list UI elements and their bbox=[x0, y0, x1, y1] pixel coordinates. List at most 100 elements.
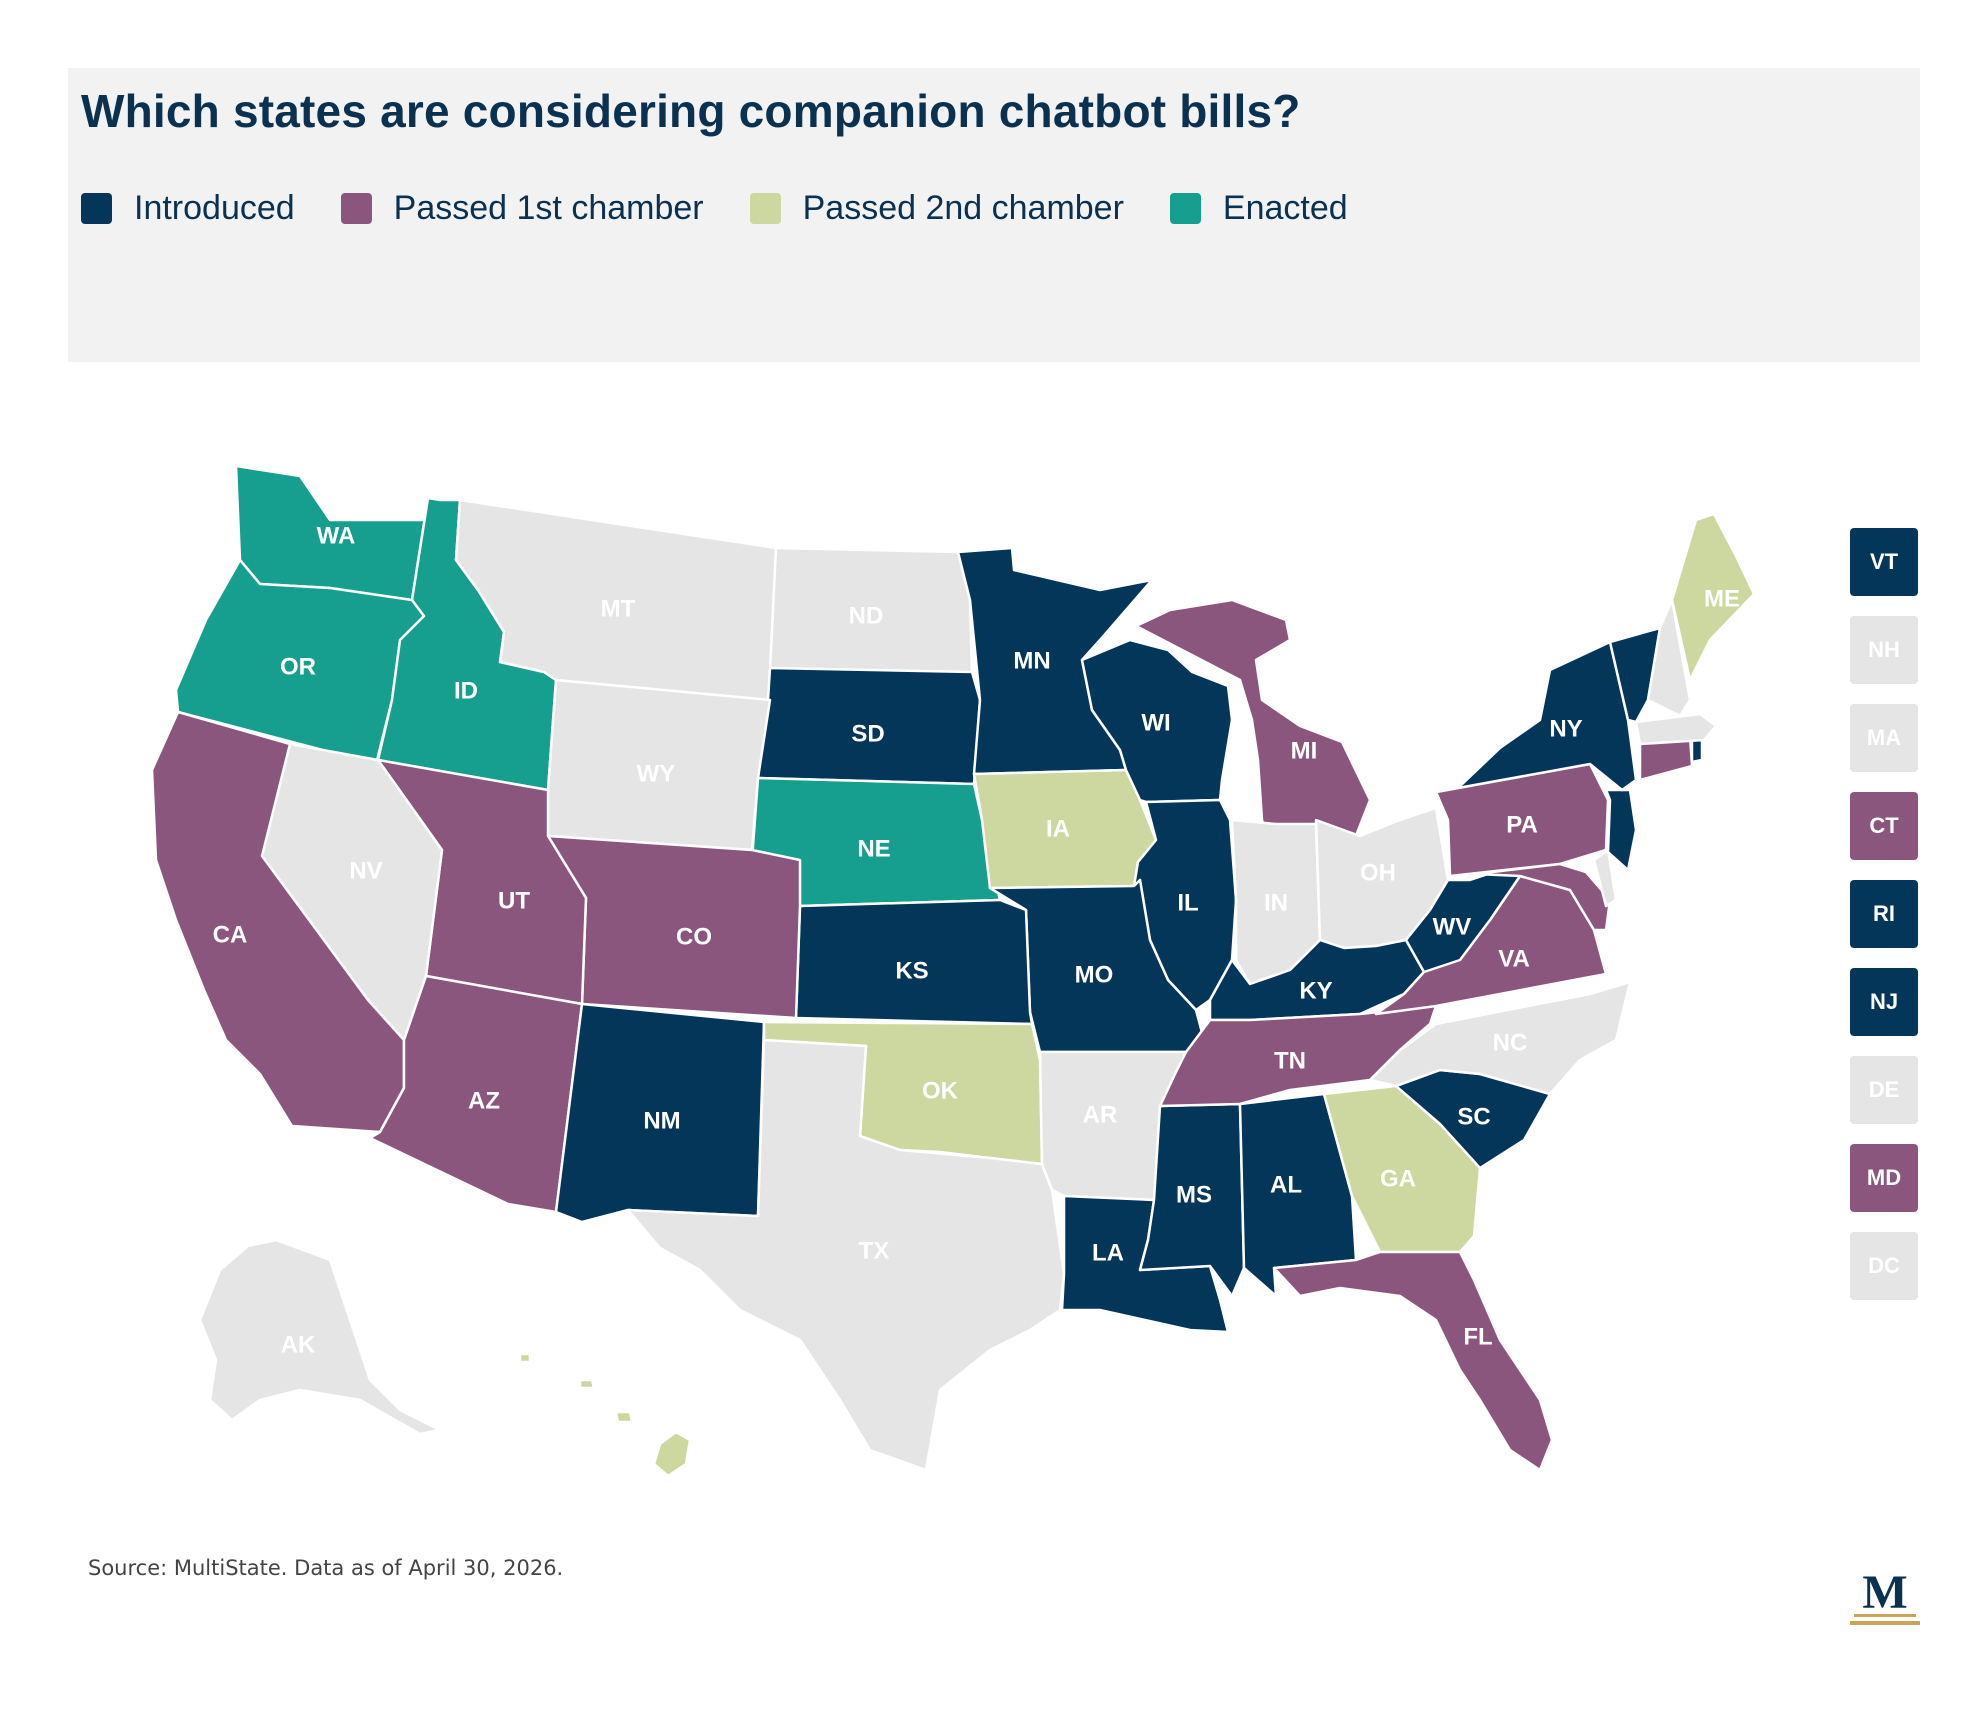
state-label-sd: SD bbox=[851, 720, 884, 747]
header-panel bbox=[68, 68, 1920, 362]
state-label-wi: WI bbox=[1141, 709, 1170, 736]
state-il bbox=[1132, 798, 1238, 1012]
state-nd bbox=[768, 546, 974, 678]
state-ky bbox=[1208, 938, 1426, 1022]
state-va bbox=[1374, 874, 1608, 1016]
legend-swatch bbox=[1169, 192, 1201, 224]
legend-item-enacted: Enacted bbox=[1169, 188, 1348, 228]
state-label-ia: IA bbox=[1046, 815, 1070, 842]
state-label-ky: KY bbox=[1299, 977, 1332, 1004]
state-label-fl: FL bbox=[1463, 1323, 1492, 1350]
state-pa bbox=[1434, 762, 1610, 878]
small-state-de: DE bbox=[1850, 1056, 1918, 1124]
state-ri bbox=[1690, 738, 1704, 764]
small-state-nh: NH bbox=[1850, 616, 1918, 684]
state-sd bbox=[756, 666, 982, 786]
state-label-mn: MN bbox=[1013, 647, 1050, 674]
state-ct bbox=[1638, 734, 1694, 782]
state-label-nv: NV bbox=[349, 857, 382, 884]
state-label-wv: WV bbox=[1433, 913, 1472, 940]
state-wv bbox=[1404, 868, 1522, 974]
state-label-tn: TN bbox=[1274, 1047, 1306, 1074]
state-co bbox=[546, 834, 802, 1020]
state-label-al: AL bbox=[1270, 1171, 1302, 1198]
state-ms bbox=[1138, 1102, 1246, 1298]
state-oh bbox=[1314, 806, 1450, 950]
legend-item-passed-2nd-chamber: Passed 2nd chamber bbox=[749, 188, 1124, 228]
state-vt bbox=[1608, 626, 1662, 724]
state-al bbox=[1238, 1092, 1358, 1298]
state-ga bbox=[1322, 1084, 1482, 1254]
state-md bbox=[1474, 862, 1612, 932]
state-nc bbox=[1368, 980, 1632, 1096]
state-label-ar: AR bbox=[1083, 1101, 1118, 1128]
legend-label: Introduced bbox=[134, 188, 295, 227]
legend-swatch bbox=[81, 192, 112, 224]
legend-label: Passed 2nd chamber bbox=[802, 188, 1124, 227]
state-ma bbox=[1634, 712, 1718, 746]
small-state-dc: DC bbox=[1850, 1232, 1918, 1300]
source-note: Source: MultiState. Data as of April 30,… bbox=[88, 1556, 564, 1580]
state-label-la: LA bbox=[1092, 1239, 1124, 1266]
svg-text:M: M bbox=[1862, 1570, 1907, 1619]
state-nm bbox=[554, 1002, 766, 1224]
state-ia bbox=[972, 768, 1158, 890]
state-label-id: ID bbox=[454, 677, 478, 704]
small-states-column: VT NH MA CT RI NJ DE MD DC bbox=[1850, 528, 1918, 1320]
state-tx bbox=[626, 1038, 1066, 1472]
state-in bbox=[1230, 818, 1322, 986]
small-state-vt: VT bbox=[1850, 528, 1918, 596]
state-label-ca: CA bbox=[213, 921, 248, 948]
state-ok bbox=[762, 1020, 1044, 1166]
state-hi bbox=[518, 1352, 692, 1478]
state-label-or: OR bbox=[280, 653, 316, 680]
state-mt bbox=[454, 498, 778, 702]
small-state-md: MD bbox=[1850, 1144, 1918, 1212]
state-label-in: IN bbox=[1264, 889, 1288, 916]
state-ny bbox=[1434, 640, 1638, 794]
legend: Introduced Passed 1st chamber Passed 2nd c… bbox=[81, 188, 1394, 228]
state-de bbox=[1592, 848, 1618, 908]
state-label-ks: KS bbox=[895, 957, 928, 984]
state-label-ak: AK bbox=[281, 1331, 316, 1358]
state-label-pa: PA bbox=[1506, 811, 1538, 838]
state-label-nc: NC bbox=[1493, 1029, 1528, 1056]
state-label-nd: ND bbox=[849, 602, 884, 629]
legend-swatch bbox=[749, 192, 781, 224]
state-mi bbox=[1134, 598, 1372, 852]
state-label-hi: HI bbox=[630, 1419, 654, 1446]
legend-item-passed-1st-chamber: Passed 1st chamber bbox=[340, 189, 704, 228]
state-ks bbox=[794, 898, 1034, 1026]
state-tn bbox=[1158, 1004, 1438, 1108]
state-nv bbox=[260, 742, 444, 1042]
state-label-ut: UT bbox=[498, 887, 530, 914]
legend-label: Enacted bbox=[1222, 188, 1348, 227]
state-ar bbox=[1038, 1050, 1198, 1202]
state-label-sc: SC bbox=[1457, 1103, 1490, 1130]
state-label-ok: OK bbox=[922, 1077, 959, 1104]
state-label-ne: NE bbox=[857, 835, 890, 862]
small-state-ct: CT bbox=[1850, 792, 1918, 860]
state-label-mt: MT bbox=[601, 595, 636, 622]
state-label-wa: WA bbox=[317, 522, 356, 549]
small-state-ma: MA bbox=[1850, 704, 1918, 772]
state-wa bbox=[234, 464, 446, 602]
state-label-me: ME bbox=[1704, 585, 1740, 612]
multistate-logo: M bbox=[1848, 1566, 1922, 1630]
state-la bbox=[1060, 1194, 1230, 1334]
state-label-mo: MO bbox=[1075, 961, 1114, 988]
state-wi bbox=[1080, 638, 1234, 804]
state-id bbox=[376, 496, 558, 792]
state-wy bbox=[546, 678, 772, 852]
state-nj bbox=[1604, 788, 1638, 872]
state-mo bbox=[988, 878, 1206, 1054]
small-state-nj: NJ bbox=[1850, 968, 1918, 1036]
legend-item-introduced: Introduced bbox=[81, 189, 295, 228]
state-me bbox=[1670, 512, 1756, 682]
state-label-az: AZ bbox=[468, 1087, 500, 1114]
state-label-va: VA bbox=[1498, 945, 1530, 972]
state-label-mi: MI bbox=[1291, 737, 1318, 764]
state-or bbox=[174, 558, 426, 766]
state-fl bbox=[1272, 1250, 1554, 1472]
small-state-ri: RI bbox=[1850, 880, 1918, 948]
